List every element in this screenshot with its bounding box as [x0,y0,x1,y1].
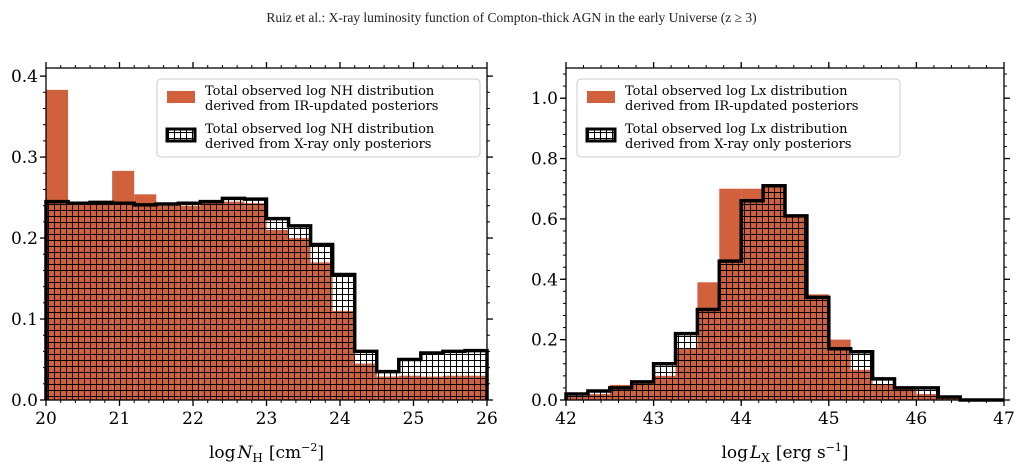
xray-histogram-bar [806,297,829,400]
xray-histogram-bar [741,200,764,400]
xray-histogram-bar [587,390,610,400]
x-axis-label-part: ] [842,443,849,463]
x-axis-label: log LX [erg s−1] [721,441,848,465]
xray-histogram-bar [828,348,851,400]
y-tick-label: 0.2 [531,331,558,351]
xray-histogram-bar [288,225,311,400]
x-tick-label: 24 [329,409,351,429]
x-tick-label: 45 [818,409,840,429]
xray-histogram-bar [332,274,355,400]
y-tick-label: 1.0 [531,89,558,109]
legend: Total observed log NH distribution deriv… [156,78,481,158]
legend-box [576,78,901,158]
left-panel-nh-distribution: 20 21 22 23 24 25 26 0.0 0.1 0.2 0.3 0.4 log NH [cm−2]… [11,62,498,465]
xray-histogram-bar [222,198,245,400]
x-axis-label-part: [erg s [776,443,826,463]
y-tick-label: 0.2 [11,229,38,249]
xray-histogram-bar [566,393,588,400]
x-tick-label: 43 [643,409,665,429]
y-tick-label: 0.1 [11,310,38,330]
y-tick-label: 0.0 [531,391,558,411]
xray-histogram-bar [420,353,443,400]
x-axis-label-part: X [761,451,770,465]
xray-histogram-bar [850,351,873,400]
xray-histogram-bar [46,201,69,400]
x-axis-label-part: N [237,443,254,463]
xray-histogram-bar [178,203,201,400]
legend-label: derived from X-ray only posteriors [625,137,851,152]
y-tick-label: 0.8 [531,150,558,170]
x-axis-label-part: H [252,451,262,465]
legend-swatch-xray [165,127,197,143]
legend-label: Total observed log NH distribution [205,122,435,137]
xray-histogram-bar [872,378,895,400]
y-tick-label: 0.4 [11,67,38,87]
y-tick-label: 0.6 [531,210,558,230]
xray-histogram-bar [675,333,698,400]
x-tick-label: 25 [403,409,425,429]
legend: Total observed log Lx distribution deriv… [576,78,901,158]
x-tick-label: 23 [256,409,278,429]
x-tick-label: 42 [555,409,577,429]
xray-histogram-bar [134,204,157,400]
xray-histogram-bar [442,351,465,400]
xray-histogram-bar [609,387,632,400]
xray-histogram-bar [653,363,676,400]
x-axis-label-part: L [749,443,761,463]
x-tick-label: 21 [109,409,131,429]
xray-histogram-bar [785,215,807,400]
xray-histogram-bar [719,261,742,400]
legend-swatch-ir [587,91,615,103]
xray-histogram-bar [90,202,113,400]
x-axis-label-part: −2 [301,441,317,454]
x-axis-label-part: log [721,443,748,463]
y-tick-label: 0.3 [11,148,38,168]
y-tick-label: 0.4 [531,270,558,290]
xray-histogram-bar [697,309,720,400]
legend-box [156,78,481,158]
x-axis-label-part: ] [317,443,324,463]
x-axis-label-part: −1 [826,441,842,454]
xray-histogram-bar [310,244,333,400]
xray-histogram-bar [354,351,377,400]
legend-swatch-ir [167,91,195,103]
y-tick-label: 0.0 [11,391,38,411]
x-axis-label: log NH [cm−2] [209,441,324,465]
legend-label: derived from IR-updated posteriors [205,99,438,114]
xray-histogram-bar [763,185,785,400]
xray-histogram-bar [464,350,487,400]
xray-histogram-bar [398,359,421,400]
xray-histogram-bar [916,387,939,400]
xray-histogram-bar [68,203,91,400]
xray-histogram-outline [564,183,1004,402]
xray-histogram-bar [894,387,917,400]
x-axis-label-part: [cm [269,443,301,463]
right-panel-lx-distribution: 42 43 44 45 46 47 0.0 0.2 0.4 0.6 0.8 1.0 log LX [erg … [531,62,1015,465]
x-tick-label: 46 [906,409,928,429]
running-header: Ruiz et al.: X-ray luminosity function o… [266,10,757,25]
x-tick-label: 22 [182,409,204,429]
legend-swatch-xray [585,127,617,143]
legend-label: derived from X-ray only posteriors [205,137,431,152]
xray-histogram-bar [631,381,654,400]
legend-label: Total observed log Lx distribution [625,84,848,99]
xray-histogram-bar [156,204,179,400]
xray-histogram-bar [244,199,267,400]
x-tick-label: 20 [35,409,57,429]
x-tick-label: 47 [993,409,1015,429]
axes-frame [565,67,1005,401]
xray-histogram-outline [44,196,489,400]
xray-histogram-bar [112,203,135,400]
xray-histogram-bar [376,371,399,400]
xray-histogram-bar [266,218,289,400]
xray-histogram-bar [200,201,223,400]
x-axis-label-part: log [209,443,236,463]
x-tick-label: 26 [476,409,498,429]
legend-label: Total observed log Lx distribution [625,122,848,137]
legend-label: Total observed log NH distribution [205,84,435,99]
legend-label: derived from IR-updated posteriors [625,99,858,114]
x-tick-label: 44 [730,409,752,429]
